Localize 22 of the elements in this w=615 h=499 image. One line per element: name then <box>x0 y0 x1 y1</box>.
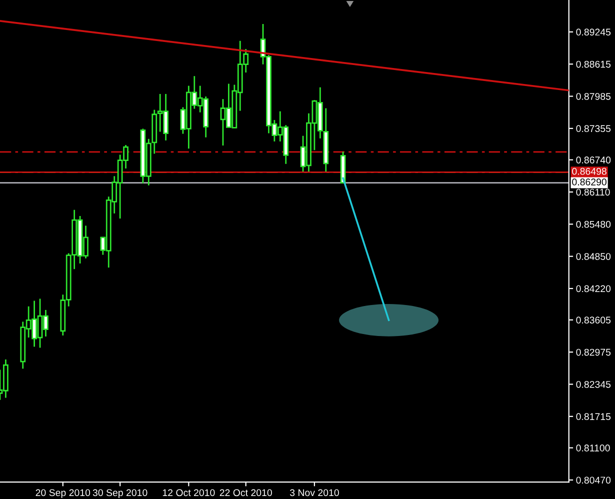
x-tick-label: 3 Nov 2010 <box>290 489 339 496</box>
y-tick-label: 0.88615 <box>576 60 611 68</box>
x-tick-label: 12 Oct 2010 <box>162 489 215 496</box>
y-tick-label: 0.80470 <box>576 476 611 484</box>
y-tick-label: 0.87355 <box>576 125 611 132</box>
y-tick-label: 0.82345 <box>576 380 611 388</box>
y-tick-label: 0.87985 <box>576 92 611 100</box>
ref-line-label: 0.86290 <box>572 178 606 186</box>
y-tick-label: 0.85480 <box>576 220 611 228</box>
y-tick-label: 0.86740 <box>576 156 611 164</box>
y-tick-label: 0.89245 <box>576 28 611 36</box>
y-tick-label: 0.84220 <box>576 285 611 292</box>
y-tick-label: 0.81100 <box>576 444 610 452</box>
x-tick-label: 20 Sep 2010 <box>36 489 90 498</box>
y-tick-label: 0.82975 <box>576 348 611 356</box>
y-tick-label: 0.81715 <box>576 413 611 420</box>
x-tick-label: 22 Oct 2010 <box>220 489 272 496</box>
y-tick-label: 0.84850 <box>576 253 611 260</box>
ref-line-label: 0.86498 <box>572 168 606 175</box>
y-tick-label: 0.86110 <box>576 188 610 196</box>
y-tick-label: 0.83605 <box>576 316 611 324</box>
x-tick-label: 30 Sep 2010 <box>92 489 148 498</box>
